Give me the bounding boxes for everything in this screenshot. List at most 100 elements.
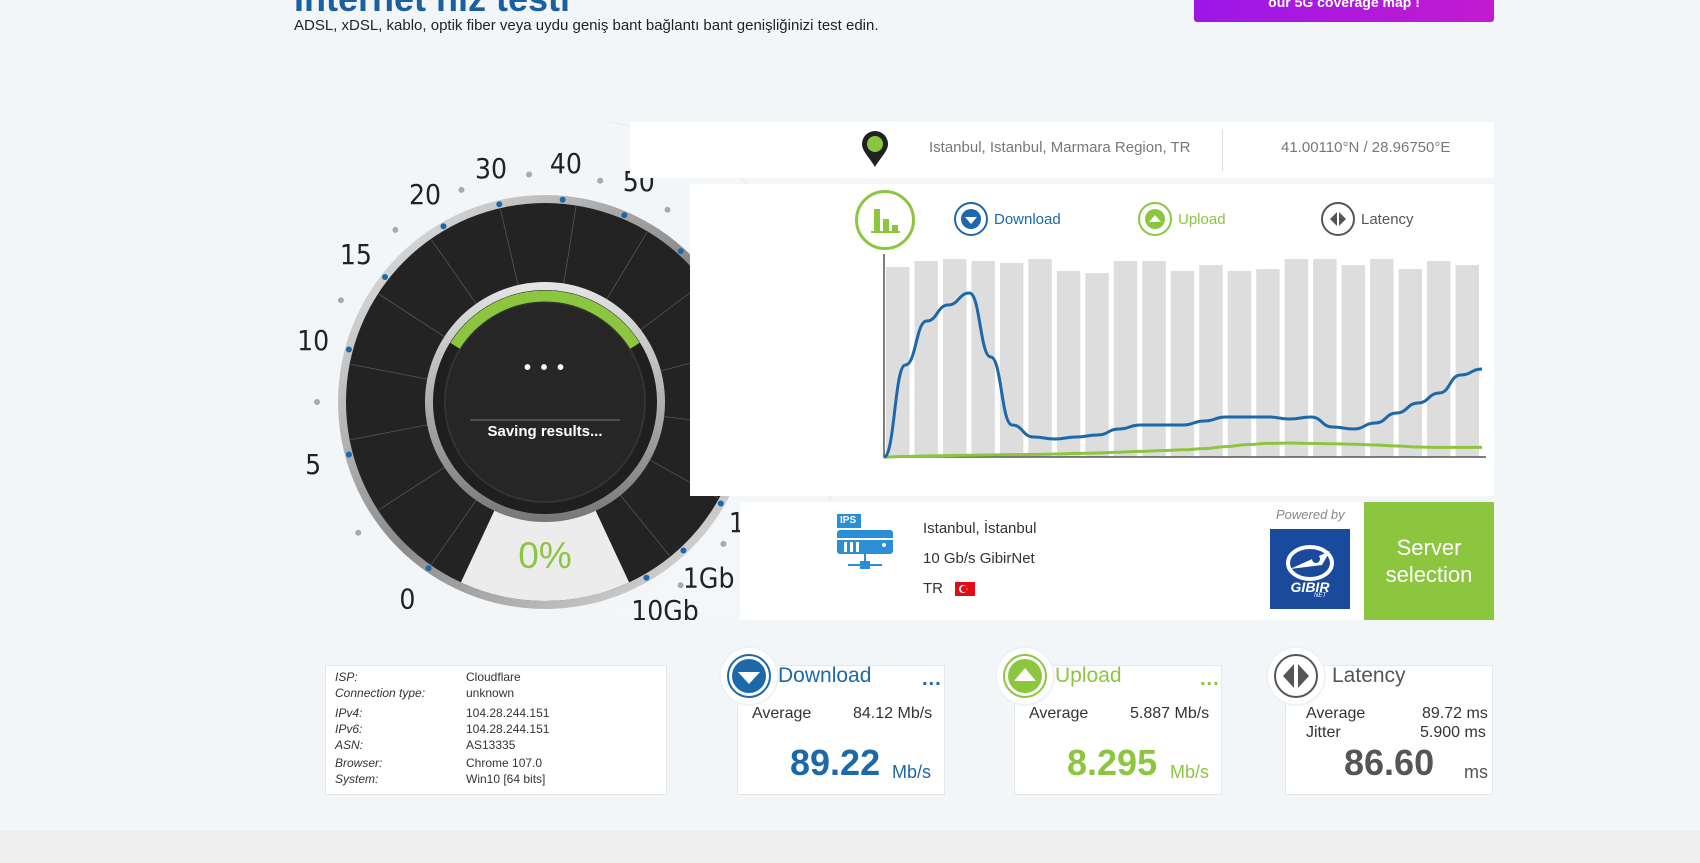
gauge-scale-label: 40 bbox=[550, 147, 582, 180]
gauge-scale-label: 15 bbox=[340, 238, 372, 271]
legend-upload[interactable]: Upload bbox=[1138, 202, 1226, 236]
gauge-sector-line bbox=[431, 498, 478, 565]
gauge-sector-line bbox=[350, 424, 430, 441]
latency-bar bbox=[942, 259, 967, 457]
gauge-sector-line bbox=[378, 465, 447, 511]
gauge-scale-label: 10 bbox=[297, 324, 329, 357]
gauge-tick-marker bbox=[345, 346, 352, 353]
gauge-tick-marker bbox=[345, 451, 352, 458]
latency-bar bbox=[914, 261, 938, 457]
coverage-map-banner[interactable]: our 5G coverage map ! bbox=[1194, 0, 1494, 22]
latency-bar bbox=[971, 261, 995, 457]
gauge-status-text: Saving results... bbox=[487, 423, 603, 440]
jitter-value: 5.900 ms bbox=[1420, 724, 1486, 741]
gauge-tick-marker bbox=[643, 574, 650, 581]
gauge-scale-label: 5 bbox=[305, 448, 321, 481]
upload-speed-unit: Mb/s bbox=[1170, 762, 1210, 782]
upload-speed-value: 8.295 bbox=[1067, 742, 1158, 783]
gauge-minor-dot bbox=[458, 186, 465, 193]
gauge-tick-marker bbox=[621, 212, 628, 219]
upload-average-value: 5.887 Mb/s bbox=[1130, 705, 1210, 722]
latency-bar bbox=[1370, 259, 1394, 457]
download-speed-unit: Mb/s bbox=[892, 762, 932, 782]
download-speed-value: 89.22 bbox=[790, 742, 881, 783]
server-icon bbox=[837, 514, 893, 569]
gibir-logo-subtext: NET bbox=[1314, 593, 1326, 599]
info-value: 104.28.244.151 bbox=[466, 722, 550, 736]
gauge-minor-dot bbox=[720, 540, 727, 547]
info-value: 104.28.244.151 bbox=[466, 706, 550, 720]
gauge-tick-marker bbox=[717, 500, 724, 507]
page-subtitle: ADSL, xDSL, kablo, optik fiber veya uydu… bbox=[294, 17, 879, 34]
latency-bar bbox=[1170, 271, 1195, 457]
latency-bar bbox=[1227, 271, 1252, 457]
gauge-tick-marker bbox=[677, 248, 684, 255]
gauge-sector-line bbox=[378, 293, 447, 339]
gauge-minor-dot bbox=[314, 399, 320, 405]
upload-card-dots: ... bbox=[1200, 668, 1220, 690]
gauge-minor-dot bbox=[677, 582, 684, 589]
info-key: Browser: bbox=[335, 756, 383, 770]
upload-card-title: Upload bbox=[1055, 664, 1122, 687]
gibirnet-logo[interactable]: GIBIR NET bbox=[1270, 529, 1350, 609]
info-key: ASN: bbox=[335, 738, 364, 752]
gauge-percent: 0% bbox=[518, 535, 572, 576]
latency-average-value: 89.72 ms bbox=[1422, 705, 1488, 722]
location-bar bbox=[630, 122, 1494, 178]
gauge-scale-label: 10Gb bbox=[631, 594, 699, 620]
map-pin-icon bbox=[862, 131, 888, 167]
gauge-tick-marker bbox=[680, 547, 687, 554]
gibir-logo-text: GIBIR bbox=[1290, 579, 1330, 595]
info-value: Cloudflare bbox=[466, 670, 521, 684]
gauge-sector-line bbox=[500, 208, 519, 288]
latency-bar bbox=[1313, 259, 1337, 457]
latency-bar bbox=[1199, 265, 1223, 457]
gauge-minor-dot bbox=[664, 206, 671, 213]
ips-label: IPS bbox=[840, 515, 857, 526]
latency-bar bbox=[886, 267, 910, 457]
footer-band bbox=[0, 830, 1700, 863]
server-selection-button[interactable]: Server selection bbox=[1364, 502, 1494, 620]
info-key: ISP: bbox=[335, 670, 358, 684]
server-selection-line1: Server bbox=[1396, 535, 1462, 560]
latency-bar bbox=[1142, 261, 1166, 457]
gauge-minor-dot bbox=[392, 226, 399, 233]
latency-bar bbox=[1341, 265, 1366, 457]
latency-bar bbox=[1085, 273, 1109, 457]
download-card-dots: ... bbox=[922, 668, 942, 690]
coordinates-text: 41.00110°N / 28.96750°E bbox=[1281, 139, 1451, 156]
legend-download-label: Download bbox=[994, 210, 1061, 228]
gauge-scale-label: 1Gb bbox=[683, 562, 735, 595]
latency-bar bbox=[1455, 265, 1479, 457]
latency-bar bbox=[1028, 259, 1052, 457]
gauge-minor-dot bbox=[337, 297, 344, 304]
server-country: TR bbox=[923, 580, 975, 597]
gauge-tick-marker bbox=[496, 201, 503, 208]
legend-download[interactable]: Download bbox=[954, 202, 1061, 236]
latency-bar bbox=[1284, 259, 1309, 457]
info-value: Chrome 107.0 bbox=[466, 756, 543, 770]
info-key: System: bbox=[335, 772, 379, 786]
download-average-label: Average bbox=[752, 705, 812, 722]
info-key: Connection type: bbox=[335, 686, 426, 700]
info-value: AS13335 bbox=[466, 738, 516, 752]
page-title: İnternet hız testi bbox=[294, 0, 570, 20]
info-value: Win10 [64 bits] bbox=[466, 772, 546, 786]
bar-chart-icon[interactable] bbox=[855, 190, 915, 250]
jitter-label: Jitter bbox=[1306, 724, 1341, 741]
speed-graph bbox=[882, 254, 1486, 459]
server-selection-line2: selection bbox=[1385, 562, 1473, 587]
latency-average-label: Average bbox=[1306, 705, 1366, 722]
gauge-scale-label: 0 bbox=[399, 583, 415, 616]
upload-line bbox=[883, 441, 1482, 459]
legend-latency[interactable]: Latency bbox=[1321, 202, 1414, 236]
gauge-tick-marker bbox=[425, 565, 432, 572]
download-card-icon bbox=[721, 648, 777, 704]
upload-average-label: Average bbox=[1029, 705, 1089, 722]
turkey-flag-icon bbox=[955, 582, 975, 597]
gauge-sector-line bbox=[618, 493, 670, 557]
gauge-tick-marker bbox=[559, 196, 566, 203]
latency-unit: ms bbox=[1464, 762, 1488, 782]
download-line bbox=[882, 291, 1483, 459]
divider bbox=[1222, 129, 1223, 171]
